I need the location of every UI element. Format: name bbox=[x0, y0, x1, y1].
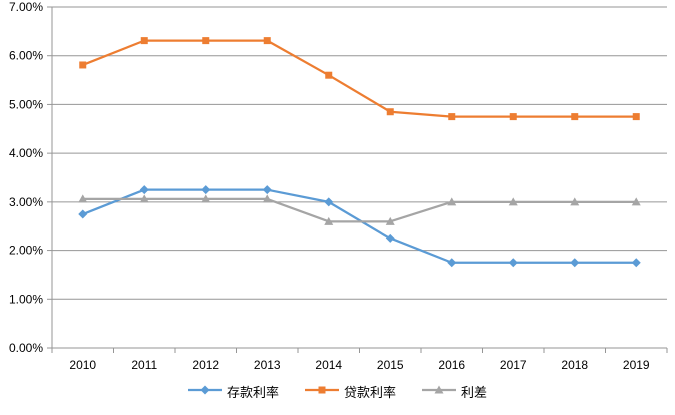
series-1 bbox=[79, 37, 640, 121]
diamond-marker-icon bbox=[187, 383, 222, 402]
x-axis-label: 2015 bbox=[377, 358, 404, 372]
square-marker-icon bbox=[140, 37, 148, 45]
diamond-marker-icon bbox=[201, 185, 211, 195]
series-0 bbox=[78, 185, 641, 268]
square-marker-icon bbox=[571, 113, 579, 121]
diamond-marker-icon bbox=[324, 197, 334, 207]
diamond-marker-icon bbox=[385, 233, 395, 243]
chart-legend: 存款利率 贷款利率 利差 bbox=[0, 380, 675, 404]
series-line-1 bbox=[81, 39, 638, 118]
diamond-marker-icon bbox=[262, 185, 272, 195]
legend-label-spread: 利差 bbox=[461, 384, 488, 400]
square-marker-icon bbox=[202, 37, 210, 45]
x-axis-label: 2017 bbox=[500, 358, 527, 372]
series-line-0 bbox=[81, 188, 638, 264]
x-axis-label: 2019 bbox=[623, 358, 650, 372]
legend-item-deposit-rate: 存款利率 bbox=[187, 383, 279, 402]
square-marker-icon bbox=[632, 113, 640, 121]
triangle-marker-icon bbox=[201, 194, 211, 203]
triangle-marker-icon bbox=[139, 194, 149, 203]
x-axis-label: 2011 bbox=[131, 358, 157, 372]
square-marker-icon bbox=[304, 383, 339, 402]
legend-label-loan-rate: 贷款利率 bbox=[343, 384, 396, 400]
square-marker-icon bbox=[386, 108, 394, 116]
square-marker-icon bbox=[509, 113, 517, 121]
triangle-marker-icon bbox=[422, 383, 456, 402]
diamond-marker-icon bbox=[570, 258, 580, 268]
square-marker-icon bbox=[318, 386, 326, 393]
square-marker-icon bbox=[263, 37, 271, 45]
legend-item-spread: 利差 bbox=[422, 383, 487, 402]
series-2 bbox=[78, 194, 641, 225]
diamond-marker-icon bbox=[200, 385, 210, 394]
diamond-marker-icon bbox=[78, 209, 88, 219]
legend-label-deposit-rate: 存款利率 bbox=[226, 384, 279, 400]
triangle-marker-icon bbox=[78, 194, 88, 203]
triangle-marker-icon bbox=[447, 197, 457, 206]
x-axis-label: 2018 bbox=[561, 358, 588, 372]
triangle-marker-icon bbox=[570, 197, 580, 206]
diamond-marker-icon bbox=[447, 258, 457, 268]
diamond-marker-icon bbox=[139, 185, 149, 195]
y-axis-label: 5.00% bbox=[9, 97, 43, 111]
x-axis-label: 2014 bbox=[315, 358, 342, 372]
diamond-marker-icon bbox=[631, 258, 641, 268]
triangle-marker-icon bbox=[385, 216, 395, 225]
x-axis-label: 2010 bbox=[69, 358, 96, 372]
triangle-marker-icon bbox=[631, 197, 641, 206]
y-axis-label: 4.00% bbox=[9, 146, 43, 160]
triangle-marker-icon bbox=[434, 385, 444, 393]
square-marker-icon bbox=[448, 113, 456, 121]
square-marker-icon bbox=[325, 71, 333, 79]
y-axis-label: 3.00% bbox=[9, 195, 43, 209]
square-marker-icon bbox=[79, 61, 87, 69]
x-axis-label: 2016 bbox=[438, 358, 465, 372]
triangle-marker-icon bbox=[508, 197, 518, 206]
y-axis-label: 6.00% bbox=[9, 49, 43, 63]
x-axis-label: 2012 bbox=[192, 358, 219, 372]
diamond-marker-icon bbox=[508, 258, 518, 268]
legend-item-loan-rate: 贷款利率 bbox=[304, 383, 396, 402]
triangle-marker-icon bbox=[262, 194, 272, 203]
x-axis-label: 2013 bbox=[254, 358, 281, 372]
series-line-2 bbox=[81, 197, 638, 223]
chart-plot-area: 0.00% 1.00% 2.00% 3.00% 4.00% 5.00% 6.00% 7.00%… bbox=[9, 0, 668, 372]
triangle-marker-icon bbox=[324, 216, 334, 225]
y-axis-label: 0.00% bbox=[9, 341, 43, 355]
y-axis-label: 2.00% bbox=[9, 244, 43, 258]
y-axis-label: 7.00% bbox=[9, 0, 43, 14]
y-axis-label: 1.00% bbox=[9, 292, 43, 306]
